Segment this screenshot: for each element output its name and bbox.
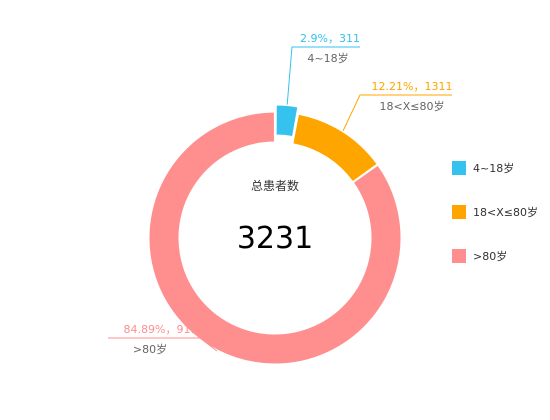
data-label-1: 12.21%，1311 (372, 80, 453, 93)
data-label-0: 2.9%，311 (300, 32, 360, 45)
legend-swatch-over-80 (452, 249, 466, 263)
legend-item-18-80[interactable]: 18<X≤80岁 (452, 204, 548, 220)
legend-label-18-80: 18<X≤80岁 (473, 206, 538, 219)
legend-label-4-18: 4~18岁 (473, 162, 515, 175)
legend-swatch-4-18 (452, 161, 466, 175)
slices-group (148, 104, 402, 365)
slice-1[interactable] (292, 113, 378, 183)
category-label-1: 18<X≤80岁 (380, 99, 445, 113)
category-label-2: >80岁 (133, 342, 167, 356)
legend-item-4-18[interactable]: 4~18岁 (452, 160, 548, 176)
leader-line-1 (342, 94, 452, 132)
center-title: 总患者数 (251, 178, 299, 193)
legend-swatch-18-80 (452, 205, 466, 219)
category-label-0: 4~18岁 (307, 51, 348, 65)
callouts-group: 2.9%，311 4~18岁 12.21%，1311 18<X≤80岁 84.89%，9… (108, 32, 452, 356)
center-total: 3231 (237, 221, 313, 256)
legend-item-over-80[interactable]: >80岁 (452, 248, 548, 264)
slice-0[interactable] (275, 104, 299, 138)
legend-label-over-80: >80岁 (473, 250, 508, 263)
legend: 4~18岁 18<X≤80岁 >80岁 (452, 160, 548, 292)
data-label-2: 84.89%，9112 (124, 323, 205, 336)
leader-line-0 (286, 46, 360, 105)
leader-line-2 (108, 337, 218, 352)
slice-2[interactable] (148, 111, 402, 365)
